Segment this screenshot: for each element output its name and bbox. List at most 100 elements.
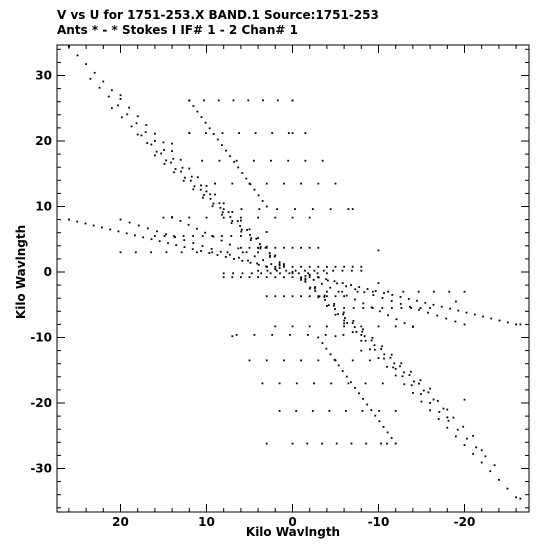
uv-point (211, 205, 214, 208)
uv-point (390, 353, 393, 356)
uv-point (317, 296, 320, 299)
uv-point (337, 313, 339, 315)
uv-point (265, 276, 268, 279)
uv-point (217, 99, 220, 102)
uv-point (342, 313, 345, 316)
uv-point (455, 435, 457, 438)
uv-point (391, 294, 394, 296)
uv-point (249, 261, 252, 264)
uv-point (268, 252, 271, 254)
uv-point (484, 455, 487, 458)
x-tick-label: 20 (112, 515, 129, 529)
uv-point (283, 182, 285, 185)
uv-point (233, 258, 235, 260)
uv-point (142, 236, 145, 239)
uv-point (265, 359, 268, 362)
uv-point (221, 213, 223, 216)
uv-point (358, 392, 360, 395)
uv-point (155, 150, 158, 153)
uv-point (271, 334, 274, 336)
uv-point (146, 142, 149, 144)
uv-point (370, 339, 373, 342)
uv-point (386, 431, 389, 434)
uv-point (247, 259, 249, 262)
uv-point (283, 359, 285, 362)
uv-point (154, 154, 156, 157)
uv-point (111, 89, 113, 92)
uv-point (452, 416, 455, 419)
uv-points (68, 45, 522, 500)
uv-point (300, 295, 302, 298)
y-tick-label: 20 (35, 134, 52, 148)
uv-point (190, 175, 193, 178)
x-tick-label: 10 (198, 515, 215, 529)
uv-point (76, 54, 79, 57)
uv-point (173, 235, 175, 237)
uv-point (350, 442, 353, 445)
uv-point (325, 347, 328, 350)
uv-point (128, 106, 130, 109)
uv-point (257, 237, 259, 239)
uv-point (403, 371, 405, 374)
uv-point (378, 310, 381, 313)
uv-point (308, 325, 311, 328)
uv-point (334, 182, 337, 185)
uv-point (493, 464, 496, 467)
uv-point (498, 319, 501, 322)
y-tick-label: 0 (44, 265, 52, 279)
uv-point (203, 194, 205, 196)
uv-point (265, 265, 268, 268)
uv-point (317, 265, 320, 268)
uv-point (341, 282, 344, 284)
uv-point (351, 359, 354, 362)
uv-point (410, 307, 412, 309)
uv-point (241, 251, 244, 254)
uv-point (171, 150, 173, 152)
uv-point (498, 479, 500, 481)
uv-point (68, 45, 70, 48)
uv-point (285, 269, 288, 272)
uv-point (278, 267, 281, 269)
uv-point (248, 228, 251, 231)
uv-point (76, 220, 79, 223)
uv-point (291, 272, 294, 275)
uv-point (130, 125, 133, 128)
uv-point (381, 297, 384, 299)
uv-point (356, 290, 359, 293)
uv-point (329, 286, 332, 289)
uv-point (291, 216, 294, 219)
uv-point (211, 251, 214, 254)
uv-point (156, 230, 158, 233)
uv-point (261, 200, 264, 202)
uv-point (449, 307, 451, 310)
uv-point (473, 313, 476, 316)
uv-point (353, 326, 356, 328)
uv-point (188, 216, 191, 219)
uv-point (313, 382, 315, 385)
uv-point (317, 336, 320, 339)
y-tick-label: -10 (30, 331, 52, 345)
uv-point (334, 265, 337, 268)
y-tick-label: 10 (35, 200, 52, 214)
uv-point (328, 410, 331, 412)
uv-point (179, 220, 182, 222)
uv-point (232, 272, 234, 275)
uv-point (128, 221, 131, 224)
uv-point (211, 235, 214, 237)
uv-point (350, 284, 352, 286)
uv-point (204, 231, 207, 234)
uv-point (259, 245, 262, 248)
uv-point (257, 194, 260, 197)
uv-point (288, 272, 291, 275)
uv-point (259, 247, 262, 250)
uv-point (475, 446, 478, 449)
uv-point (366, 403, 369, 406)
uv-point (241, 272, 244, 275)
uv-point (205, 185, 208, 187)
uv-point (180, 170, 182, 173)
uv-point (98, 86, 101, 89)
uv-point (265, 245, 268, 248)
uv-point (240, 246, 242, 249)
uv-point (120, 116, 123, 119)
uv-point (269, 256, 271, 258)
